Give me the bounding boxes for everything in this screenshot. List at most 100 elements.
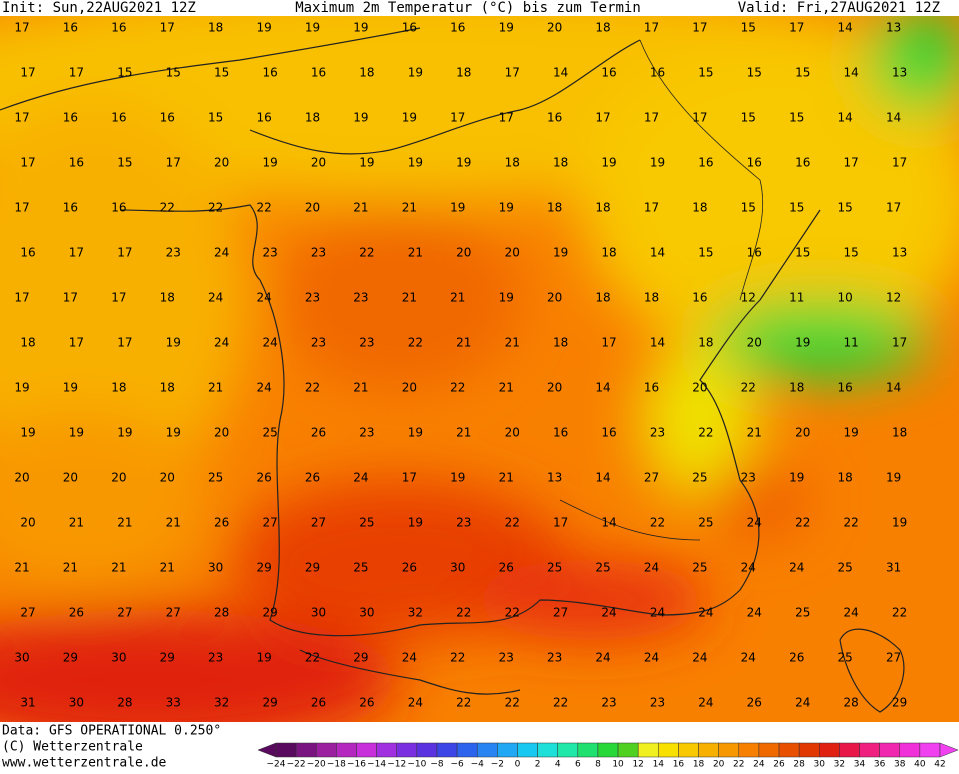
colorbar-swatch [396,742,418,758]
colorbar-swatch [778,742,800,758]
temperature-label: 24 [214,336,229,350]
temperature-label: 23 [305,291,320,305]
map-title: Maximum 2m Temperatur (°C) bis zum Termi… [295,0,641,16]
temperature-label: 17 [601,336,616,350]
temperature-label: 14 [886,381,901,395]
temperature-label: 18 [595,21,610,35]
temperature-label: 27 [20,606,35,620]
temperature-label: 26 [311,426,326,440]
temperature-label: 17 [505,66,520,80]
temperature-label: 16 [63,201,78,215]
colorbar-label: 8 [595,760,601,770]
temperature-label: 29 [305,561,320,575]
temperature-label: 14 [650,336,665,350]
temperature-label: 18 [601,246,616,260]
temperature-label: 13 [892,246,907,260]
temperature-label: 32 [214,696,229,710]
temperature-label: 20 [14,471,29,485]
temperature-label: 25 [262,426,277,440]
copyright: (C) Wetterzentrale [2,740,143,755]
colorbar-swatch [698,742,719,758]
colorbar: −24 −22 −20 −18 −16 −14 −12 −10 −8 −6 −4 −2 0 2 4 6 8 10 1… [257,742,959,770]
temperature-label: 21 [208,381,223,395]
temperature-label: 16 [63,111,78,125]
temperature-label: 24 [256,381,271,395]
temperature-label: 25 [692,471,707,485]
colorbar-swatch [315,742,337,758]
temperature-label: 29 [160,651,175,665]
temperature-label: 26 [789,651,804,665]
temperature-label: 25 [692,561,707,575]
temperature-label: 22 [650,516,665,530]
temperature-label: 20 [456,246,471,260]
temperature-label: 23 [601,696,616,710]
temperature-label: 17 [844,156,859,170]
temperature-label: 21 [111,561,126,575]
temperature-label: 13 [892,66,907,80]
colorbar-swatch [577,742,599,758]
temperature-label: 23 [741,471,756,485]
temperature-label: 24 [698,606,713,620]
colorbar-label: −10 [407,760,426,770]
temperature-label: 21 [402,291,417,305]
temperature-label: 23 [499,651,514,665]
temperature-label: 26 [214,516,229,530]
temperature-label: 19 [601,156,616,170]
colorbar-label: 42 [934,760,945,770]
colorbar-swatch [758,742,780,758]
colorbar-label: 32 [834,760,845,770]
temperature-label: 17 [117,336,132,350]
temperature-label: 25 [208,471,223,485]
temperature-label: 22 [741,381,756,395]
temperature-label: 16 [256,111,271,125]
temperature-label: 26 [69,606,84,620]
colorbar-swatch [517,742,538,758]
temperature-label: 17 [14,201,29,215]
temperature-label: 20 [402,381,417,395]
temperature-label: 14 [595,381,610,395]
temperature-label: 25 [547,561,562,575]
temperature-label: 22 [305,381,320,395]
temperature-label: 16 [450,21,465,35]
temperature-label: 18 [553,336,568,350]
temperature-label: 19 [69,426,84,440]
temperature-label: 27 [262,516,277,530]
temperature-label: 15 [795,246,810,260]
temperature-label: 19 [353,111,368,125]
temperature-label: 31 [886,561,901,575]
colorbar-swatch [497,742,518,758]
temperature-label: 14 [886,111,901,125]
colorbar-label: 12 [632,760,643,770]
temperature-label: 26 [359,696,374,710]
colorbar-swatch [819,742,840,758]
init-time: Init: Sun,22AUG2021 12Z [2,0,196,16]
temperature-label: 18 [553,156,568,170]
temperature-label: 16 [553,426,568,440]
temperature-label: 22 [505,696,520,710]
temperature-label: 17 [692,111,707,125]
temperature-label: 16 [111,21,126,35]
temperature-label: 23 [547,651,562,665]
temperature-label: 19 [166,336,181,350]
temperature-label: 19 [789,471,804,485]
temperature-label: 30 [111,651,126,665]
temperature-label: 20 [505,246,520,260]
temperature-label: 18 [160,381,175,395]
temperature-label: 19 [402,111,417,125]
temperature-label: 23 [650,426,665,440]
temperature-label: 15 [789,111,804,125]
temperature-label: 17 [450,111,465,125]
temperature-label: 22 [256,201,271,215]
temperature-label: 19 [117,426,132,440]
temperature-label: 22 [160,201,175,215]
temperature-label: 21 [117,516,132,530]
temperature-label: 23 [311,246,326,260]
temperature-label: 24 [844,606,859,620]
colorbar-swatch [295,742,317,758]
colorbar-label: 10 [612,760,624,770]
temperature-label: 16 [20,246,35,260]
temperature-label: 21 [160,561,175,575]
temperature-label: 30 [359,606,374,620]
temperature-label: 22 [892,606,907,620]
temperature-label: 23 [208,651,223,665]
